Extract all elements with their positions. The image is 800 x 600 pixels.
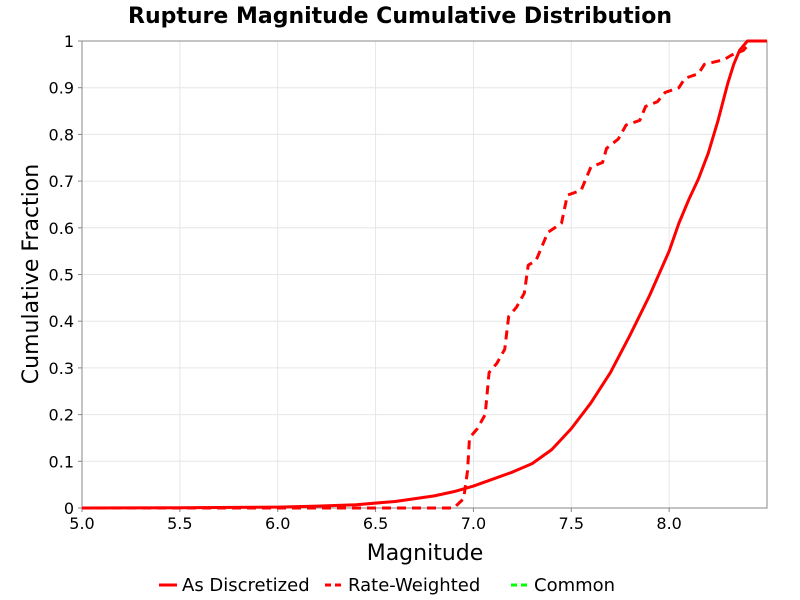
y-tick-label: 0.9 [49, 79, 74, 98]
series-lines [81, 39, 767, 510]
y-tick-label: 0.7 [49, 172, 74, 191]
y-tick-label: 1 [64, 32, 74, 51]
y-tick-label: 0.4 [49, 312, 74, 331]
x-tick-label: 8.0 [656, 514, 681, 533]
y-tick-label: 0.5 [49, 266, 74, 285]
x-axis-label: Magnitude [367, 541, 484, 566]
legend-label: As Discretized [182, 575, 310, 596]
series-line-rate-weighted [82, 44, 749, 510]
x-tick-label: 7.5 [559, 514, 584, 533]
y-tick-label: 0.6 [49, 219, 74, 238]
y-tick-label: 0.1 [49, 452, 74, 471]
y-tick-label: 0.8 [49, 125, 74, 144]
x-tick-label: 7.0 [461, 514, 486, 533]
series-line-as-discretized [81, 39, 767, 510]
legend-label: Rate-Weighted [348, 575, 480, 596]
y-tick-label: 0.3 [49, 359, 74, 378]
y-tick-label: 0.2 [49, 406, 74, 425]
x-tick-label: 6.0 [265, 514, 290, 533]
x-axis-ticks: 5.0 5.5 6.0 6.5 7.0 7.5 8.0 [69, 508, 682, 533]
y-axis-ticks: 0 0.1 0.2 0.3 0.4 0.5 0.6 0.7 0.8 0.9 1 [49, 32, 82, 518]
x-tick-label: 6.5 [363, 514, 388, 533]
y-tick-label: 0 [64, 499, 74, 518]
legend: As Discretized Rate-Weighted Common [159, 575, 615, 596]
x-tick-label: 5.0 [69, 514, 94, 533]
legend-label: Common [534, 575, 615, 596]
x-tick-label: 5.5 [167, 514, 192, 533]
y-axis-label: Cumulative Fraction [19, 164, 44, 384]
chart-title: Rupture Magnitude Cumulative Distributio… [128, 4, 672, 29]
